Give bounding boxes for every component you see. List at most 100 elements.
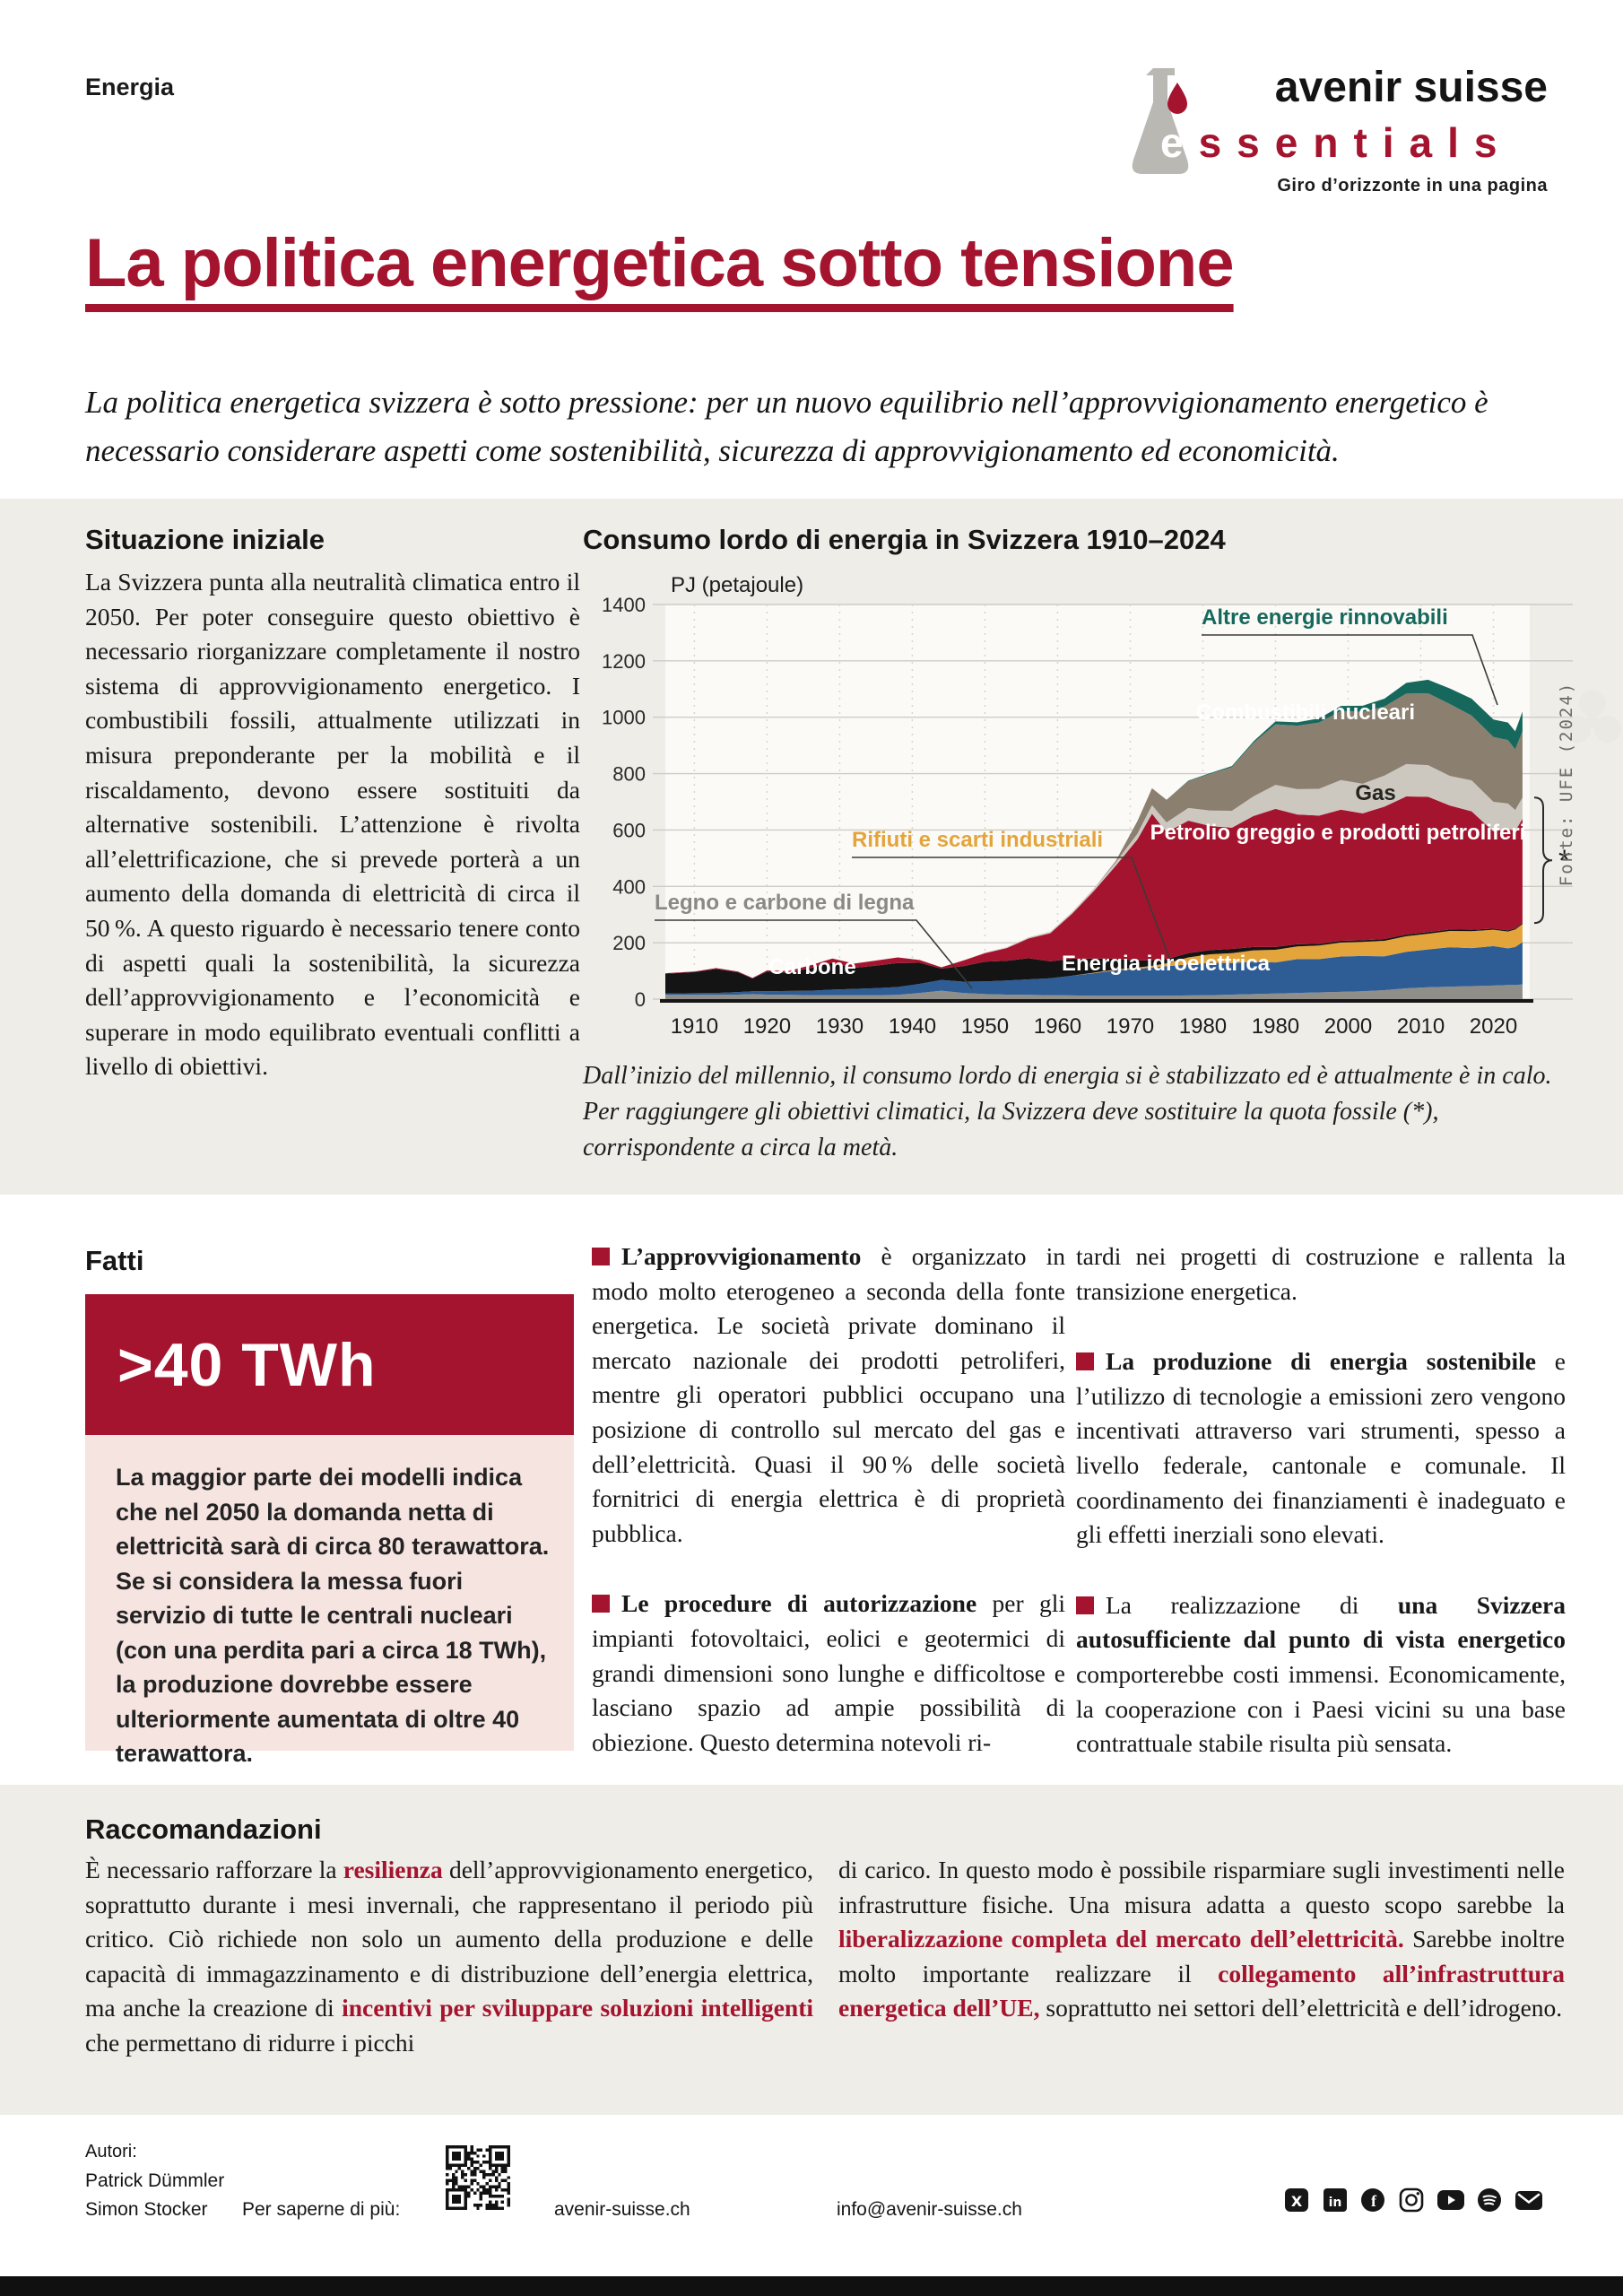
svg-text:Gas: Gas	[1355, 781, 1395, 805]
text-segment: per gli impianti fotovoltaici, eolici e …	[592, 1589, 1065, 1756]
svg-text:1970: 1970	[1107, 1014, 1154, 1039]
energy-consumption-chart: 0 200 400 600 800 1000 1200 1400 1910 1920 1930 194…	[602, 573, 1621, 1039]
chart-title: Consumo lordo di energia in Svizzera 191…	[583, 524, 1226, 555]
svg-text:*: *	[1558, 844, 1570, 878]
facebook-icon[interactable]: f	[1359, 2185, 1388, 2218]
facts-column-2: L’approvvigionamento è organizzato in mo…	[592, 1239, 1065, 1796]
linkedin-icon[interactable]: in	[1322, 2185, 1350, 2218]
bullet-square	[592, 1248, 610, 1265]
text-segment: resilienza	[343, 1856, 443, 1883]
raccomandazioni-col1: È necessario rafforzare la resilienza de…	[85, 1853, 813, 2061]
svg-text:1950: 1950	[961, 1014, 1009, 1039]
mail-icon[interactable]	[1514, 2185, 1544, 2218]
stat-value: >40 TWh	[117, 1330, 377, 1399]
email-link[interactable]: info@avenir-suisse.ch	[837, 2199, 1022, 2220]
fact-item: L’approvvigionamento è organizzato in mo…	[592, 1239, 1065, 1551]
svg-text:2020: 2020	[1470, 1014, 1517, 1039]
svg-text:in: in	[1328, 2196, 1341, 2210]
raccomandazioni-col2: di carico. In questo modo è possibile ri…	[838, 1853, 1565, 2026]
svg-text:1200: 1200	[602, 650, 646, 673]
text-segment: È necessario rafforzare la	[85, 1856, 343, 1883]
text-segment: comporterebbe costi immensi. Economicame…	[1076, 1659, 1566, 1758]
text-segment: collegamento all’infrastruttura energeti…	[838, 1959, 1565, 2022]
youtube-icon[interactable]	[1436, 2185, 1466, 2218]
bullet-square	[592, 1595, 610, 1613]
bullet-square	[1076, 1352, 1094, 1371]
svg-text:400: 400	[612, 875, 646, 898]
text-segment: Sarebbe inoltre molto importante realizz…	[838, 1925, 1566, 1987]
svg-text:Combustibili nucleari: Combustibili nucleari	[1196, 700, 1415, 725]
logo-essentials: essentials	[1160, 119, 1513, 166]
logo-tagline: Giro d’orizzonte in una pagina	[1277, 176, 1548, 196]
svg-text:Fonte: UFE (2024): Fonte: UFE (2024)	[1557, 682, 1576, 886]
authors-label: Autori:	[85, 2142, 137, 2161]
svg-text:600: 600	[612, 819, 646, 841]
svg-text:1000: 1000	[602, 707, 646, 729]
logo-wordmark: avenir suisse	[1274, 64, 1548, 111]
svg-text:1920: 1920	[743, 1014, 791, 1039]
fact-item: Le procedure di autorizzazione per gli i…	[592, 1587, 1065, 1760]
section-label: Energia	[85, 74, 175, 100]
social-icons: X in f	[1278, 2185, 1544, 2218]
text-segment: e l’utilizzo di tecnologie a emissioni z…	[1076, 1347, 1566, 1549]
svg-text:800: 800	[612, 763, 646, 786]
svg-text:X: X	[1291, 2193, 1303, 2210]
situazione-heading: Situazione iniziale	[85, 524, 325, 555]
situazione-body: La Svizzera punta alla neutralità climat…	[85, 568, 580, 1081]
svg-text:1400: 1400	[602, 594, 646, 616]
svg-text:1910: 1910	[671, 1014, 718, 1039]
stat-box: >40 TWh	[85, 1294, 574, 1435]
svg-text:200: 200	[612, 932, 646, 954]
svg-text:Energia idroelettrica: Energia idroelettrica	[1062, 952, 1271, 976]
raccomandazioni-heading: Raccomandazioni	[85, 1813, 322, 1845]
svg-text:Petrolio greggio e prodotti pe: Petrolio greggio e prodotti petroliferi	[1150, 821, 1526, 845]
svg-text:1980: 1980	[1252, 1014, 1299, 1039]
website-link[interactable]: avenir-suisse.ch	[554, 2199, 690, 2220]
avenir-suisse-logo: avenir suisse essentials Giro d’orizzont…	[1126, 63, 1548, 197]
text-segment: L’approvvigionamento	[621, 1242, 862, 1270]
x-icon[interactable]: X	[1283, 2185, 1312, 2218]
svg-text:f: f	[1371, 2192, 1377, 2210]
text-segment: incentivi per sviluppare soluzioni intel…	[342, 1994, 813, 2022]
facts-column-3: tardi nei progetti di costruzione e rall…	[1076, 1239, 1566, 1797]
svg-text:PJ (petajoule): PJ (petajoule)	[671, 573, 803, 597]
bottom-bar	[0, 2276, 1623, 2296]
text-segment: tardi nei progetti di costruzione e rall…	[1076, 1242, 1566, 1305]
text-segment: dell’approvvigionamento energetico, sopr…	[85, 1856, 813, 2022]
more-info-label: Per saperne di più:	[242, 2199, 401, 2220]
text-segment: è organizzato in modo molto eterogeneo a…	[592, 1242, 1065, 1547]
text-segment: La produzione di energia sostenibile	[1106, 1347, 1536, 1376]
svg-text:Altre energie rinnovabili: Altre energie rinnovabili	[1202, 605, 1448, 630]
text-segment: La realizzazione di	[1106, 1590, 1398, 1619]
svg-text:0: 0	[635, 988, 646, 1011]
raccomandazioni-band	[0, 1785, 1623, 2115]
bullet-square	[1076, 1596, 1094, 1614]
author-2: Simon Stocker	[85, 2199, 208, 2220]
svg-text:2010: 2010	[1397, 1014, 1445, 1039]
fact-item: La produzione di energia sostenibile e l…	[1076, 1344, 1566, 1552]
svg-text:1980: 1980	[1179, 1014, 1227, 1039]
author-1: Patrick Dümmler	[85, 2170, 225, 2191]
stat-description-box: La maggior parte dei modelli indica che …	[85, 1435, 574, 1767]
text-segment: una Svizzera autosufficiente dal punto d…	[1076, 1590, 1566, 1654]
svg-text:1940: 1940	[889, 1014, 936, 1039]
text-segment: di carico. In questo modo è possibile ri…	[838, 1856, 1565, 1918]
fact-item: La realizzazione di una Svizzera autosuf…	[1076, 1588, 1566, 1761]
svg-text:Legno e carbone di legna: Legno e carbone di legna	[655, 891, 915, 915]
svg-text:Carbone: Carbone	[768, 955, 855, 979]
text-segment: liberalizzazione completa del mercato de…	[838, 1925, 1404, 1953]
flask-icon	[1132, 68, 1189, 174]
page-title: La politica energetica sotto tensione	[85, 225, 1235, 301]
qr-code[interactable]	[446, 2145, 510, 2210]
svg-text:1930: 1930	[816, 1014, 864, 1039]
fatti-heading: Fatti	[85, 1245, 144, 1276]
svg-text:Rifiuti e scarti industriali: Rifiuti e scarti industriali	[852, 828, 1103, 852]
chart-caption: Dall’inizio del millennio, il consumo lo…	[583, 1062, 1552, 1161]
text-segment: Le procedure di autorizzazione	[621, 1589, 977, 1618]
svg-text:2000: 2000	[1324, 1014, 1372, 1039]
spotify-icon[interactable]	[1476, 2185, 1505, 2218]
text-segment: che permettano di ridurre i picchi	[85, 2028, 415, 2057]
intro-paragraph: La politica energetica svizzera è sotto …	[85, 385, 1488, 468]
instagram-icon[interactable]	[1398, 2185, 1427, 2218]
